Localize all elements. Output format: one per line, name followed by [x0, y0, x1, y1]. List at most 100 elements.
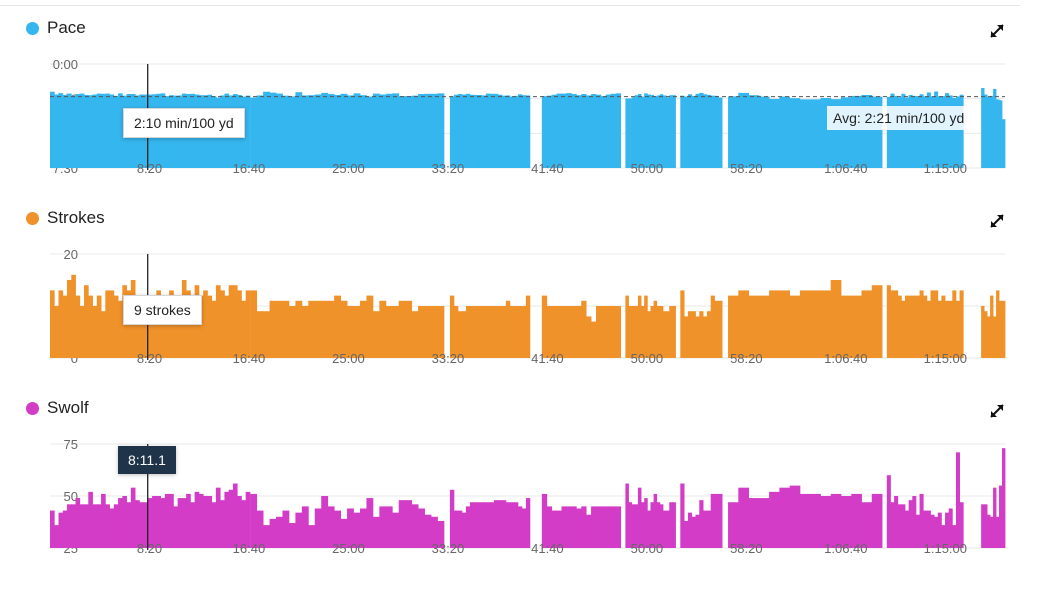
strokes-bar: [347, 306, 354, 358]
swolf-bar: [894, 496, 899, 548]
swolf-bar: [497, 500, 503, 548]
strokes-y-tick: 20: [64, 247, 78, 262]
strokes-bar: [461, 311, 467, 358]
swolf-bar: [993, 487, 997, 548]
pace-bar: [861, 94, 873, 168]
pace-bar: [576, 95, 582, 168]
pace-bar: [71, 95, 76, 168]
pace-bar: [418, 94, 425, 168]
pace-bar: [469, 94, 475, 168]
swolf-bar: [955, 452, 960, 548]
pace-bar: [905, 97, 910, 168]
pace-expand-icon[interactable]: [988, 22, 1006, 40]
strokes-bar: [615, 306, 622, 358]
strokes-bar: [152, 295, 157, 358]
strokes-bar: [779, 290, 791, 358]
pace-bar: [379, 94, 387, 168]
pace-bar: [890, 93, 895, 168]
strokes-bar: [215, 285, 221, 358]
strokes-bar: [113, 295, 119, 358]
swolf-bar: [135, 500, 140, 548]
pace-bar: [62, 94, 68, 168]
pace-bar: [595, 94, 602, 168]
swolf-bar: [779, 487, 791, 548]
strokes-bar: [220, 290, 225, 358]
swolf-bar: [392, 512, 400, 548]
swolf-bar: [245, 491, 251, 548]
strokes-bar: [505, 300, 511, 358]
pace-bar: [96, 93, 102, 168]
strokes-bar: [714, 300, 719, 358]
strokes-bar: [469, 306, 475, 358]
swolf-bar: [203, 496, 208, 548]
strokes-bar: [340, 300, 348, 358]
pace-bar: [263, 91, 270, 168]
strokes-bar: [981, 306, 985, 358]
pace-bar: [919, 94, 924, 168]
pace-bar: [952, 97, 957, 168]
strokes-bar: [901, 300, 906, 358]
pace-average-label: Avg: 2:21 min/100 yd: [827, 106, 971, 130]
strokes-bar: [411, 311, 419, 358]
strokes-bar: [62, 295, 68, 358]
pace-x-tick: 58:20: [730, 161, 763, 176]
strokes-bar: [489, 306, 495, 358]
pace-bar: [501, 95, 507, 168]
strokes-bar: [177, 300, 183, 358]
strokes-bar: [164, 295, 170, 358]
pace-bar: [411, 95, 419, 168]
pace-bar: [385, 93, 393, 168]
swolf-expand-icon[interactable]: [988, 402, 1006, 420]
strokes-bar: [650, 306, 654, 358]
strokes-bar: [706, 311, 712, 358]
strokes-bar: [308, 300, 316, 358]
swolf-bar: [269, 518, 277, 548]
strokes-bar: [600, 306, 607, 358]
strokes-bar: [517, 306, 523, 358]
pace-bar: [457, 94, 463, 168]
swolf-x-tick: 1:15:00: [924, 541, 967, 556]
swolf-bar: [561, 506, 567, 548]
strokes-bar: [871, 285, 883, 358]
pace-bar: [301, 95, 309, 168]
pace-bar: [58, 93, 64, 168]
pace-bar: [461, 94, 467, 168]
swolf-bar: [934, 516, 939, 548]
swolf-bar: [465, 506, 471, 548]
strokes-bar: [263, 311, 270, 358]
pace-chart: 0:002:305:007:308:2016:4025:0033:2041:40…: [50, 57, 1006, 176]
swolf-bar: [789, 485, 801, 548]
strokes-bar: [276, 300, 283, 358]
strokes-bar: [118, 300, 123, 358]
strokes-bar: [353, 306, 361, 358]
pace-bar: [634, 95, 639, 168]
strokes-legend-dot: [26, 211, 39, 225]
swolf-title: Swolf: [26, 398, 89, 418]
swolf-bar: [477, 502, 483, 548]
strokes-bar: [50, 290, 55, 358]
strokes-bar: [67, 280, 72, 358]
pace-x-tick: 25:00: [332, 161, 365, 176]
swolf-bar: [449, 489, 455, 548]
pace-x-tick: 33:20: [432, 161, 465, 176]
swolf-bar: [461, 512, 467, 548]
strokes-bar: [647, 311, 651, 358]
swolf-bar: [50, 510, 55, 548]
strokes-bar: [228, 285, 234, 358]
strokes-x-tick: 50:00: [631, 351, 664, 366]
swolf-bar: [591, 506, 597, 548]
pace-bar: [525, 95, 531, 168]
swolf-bar: [359, 508, 367, 548]
strokes-bar: [703, 316, 708, 358]
pace-bar: [118, 93, 123, 168]
strokes-bar: [799, 290, 811, 358]
pace-bar: [101, 93, 106, 168]
swolf-bar: [919, 493, 924, 548]
swolf-bar: [418, 508, 425, 548]
swolf-bar: [411, 504, 419, 548]
strokes-expand-icon[interactable]: [988, 212, 1006, 230]
swolf-bar: [851, 493, 862, 548]
pace-bar: [509, 96, 515, 168]
strokes-x-tick: 58:20: [730, 351, 763, 366]
strokes-bar: [541, 295, 548, 358]
